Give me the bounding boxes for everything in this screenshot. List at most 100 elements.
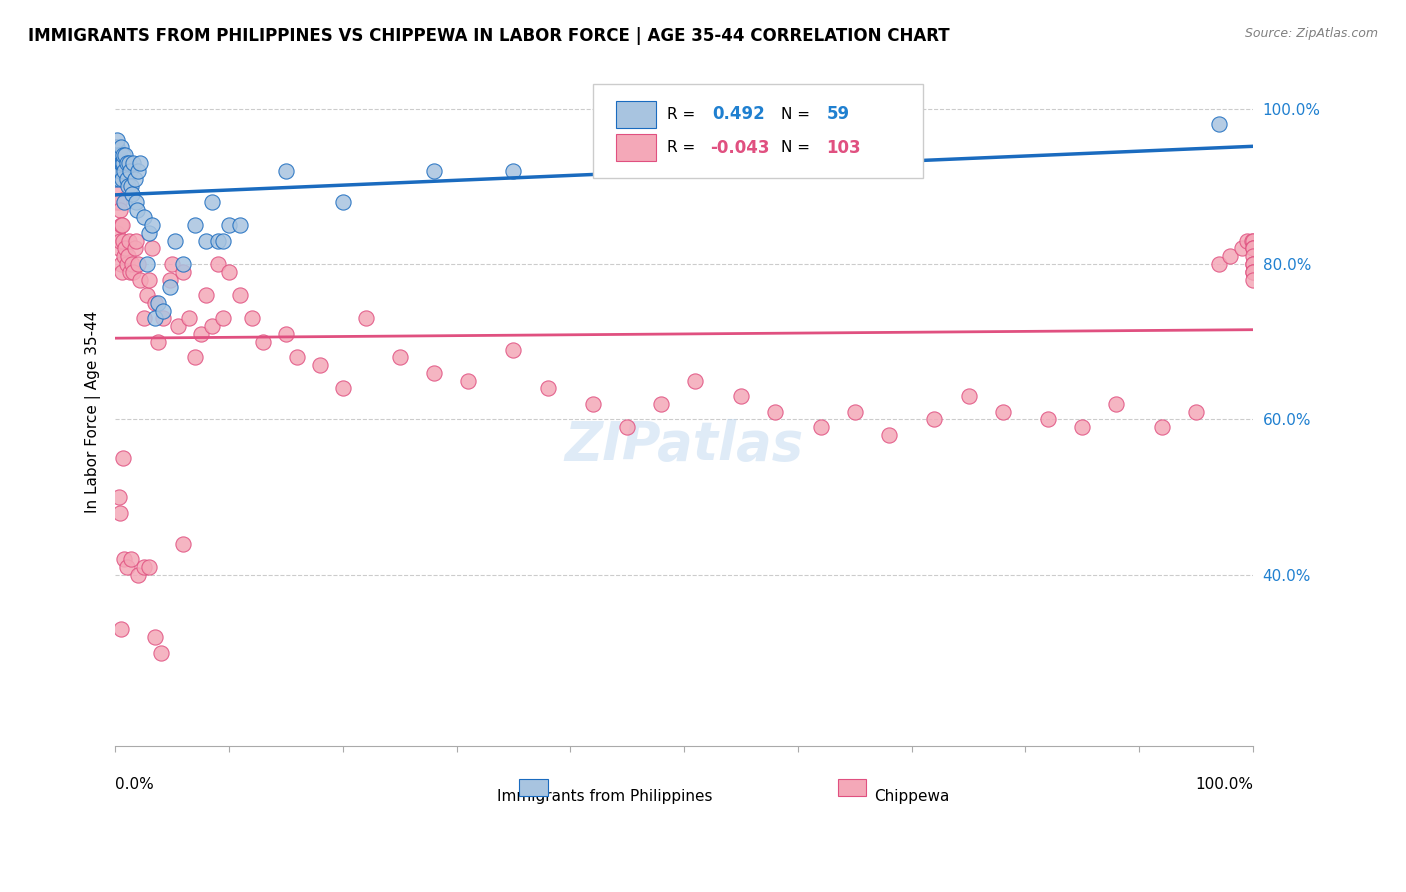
Point — [132, 560, 155, 574]
Point — [118, 156, 141, 170]
Text: 0.492: 0.492 — [713, 105, 765, 123]
Point — [152, 303, 174, 318]
Text: IMMIGRANTS FROM PHILIPPINES VS CHIPPEWA IN LABOR FORCE | AGE 35-44 CORRELATION C: IMMIGRANTS FROM PHILIPPINES VS CHIPPEWA … — [28, 27, 949, 45]
Point — [957, 389, 980, 403]
Point — [125, 202, 148, 217]
Text: N =: N = — [780, 107, 814, 121]
Point — [179, 311, 201, 326]
Point — [105, 163, 128, 178]
Point — [1071, 420, 1094, 434]
Point — [118, 234, 141, 248]
Point — [148, 334, 170, 349]
Point — [502, 343, 524, 357]
Point — [172, 265, 194, 279]
Point — [201, 194, 224, 209]
Point — [112, 156, 135, 170]
Point — [159, 280, 181, 294]
Point — [111, 218, 134, 232]
Point — [107, 156, 129, 170]
FancyBboxPatch shape — [519, 780, 547, 797]
Point — [924, 412, 946, 426]
Text: 0.0%: 0.0% — [115, 778, 153, 792]
Point — [207, 257, 229, 271]
Point — [124, 194, 146, 209]
Point — [1241, 257, 1264, 271]
Point — [212, 311, 235, 326]
Point — [108, 156, 131, 170]
Point — [105, 156, 128, 170]
Point — [1185, 405, 1208, 419]
Point — [536, 381, 558, 395]
Point — [118, 265, 141, 279]
Point — [423, 366, 446, 380]
Point — [274, 326, 297, 341]
Point — [129, 272, 152, 286]
Point — [1150, 420, 1173, 434]
Point — [112, 249, 135, 263]
Point — [136, 257, 159, 271]
Point — [252, 334, 274, 349]
Text: Immigrants from Philippines: Immigrants from Philippines — [496, 789, 713, 805]
Point — [110, 218, 132, 232]
Point — [136, 288, 159, 302]
Point — [105, 194, 128, 209]
Point — [127, 163, 149, 178]
FancyBboxPatch shape — [616, 101, 655, 128]
Point — [115, 156, 138, 170]
Point — [1236, 234, 1258, 248]
Point — [502, 163, 524, 178]
Point — [240, 311, 263, 326]
Point — [117, 179, 139, 194]
Point — [354, 311, 377, 326]
Point — [111, 171, 134, 186]
Text: ZIPatlas: ZIPatlas — [565, 419, 804, 471]
Point — [143, 311, 166, 326]
Point — [229, 218, 252, 232]
Point — [143, 296, 166, 310]
Point — [212, 234, 235, 248]
Point — [810, 125, 832, 139]
Point — [111, 156, 134, 170]
Point — [110, 163, 132, 178]
Point — [218, 265, 240, 279]
Point — [190, 326, 212, 341]
Point — [107, 490, 129, 504]
Point — [730, 389, 752, 403]
Point — [810, 420, 832, 434]
Point — [104, 171, 127, 186]
Text: R =: R = — [666, 107, 700, 121]
Point — [1241, 234, 1264, 248]
Point — [120, 179, 142, 194]
Point — [112, 552, 135, 566]
Point — [127, 568, 149, 582]
Point — [124, 171, 146, 186]
Point — [107, 179, 129, 194]
Point — [457, 374, 479, 388]
Point — [1241, 242, 1264, 256]
Point — [108, 234, 131, 248]
Point — [309, 358, 332, 372]
Point — [991, 405, 1014, 419]
Point — [107, 140, 129, 154]
Point — [104, 140, 127, 154]
Point — [124, 242, 146, 256]
Point — [166, 319, 188, 334]
Point — [120, 552, 142, 566]
Point — [111, 265, 134, 279]
Point — [138, 272, 160, 286]
Point — [763, 405, 786, 419]
Point — [1241, 265, 1264, 279]
Point — [1241, 249, 1264, 263]
Point — [107, 242, 129, 256]
Text: -0.043: -0.043 — [710, 138, 769, 157]
Point — [108, 163, 131, 178]
Point — [184, 351, 207, 365]
Point — [423, 163, 446, 178]
Point — [388, 351, 411, 365]
Text: Chippewa: Chippewa — [875, 789, 949, 805]
Point — [195, 234, 218, 248]
Text: R =: R = — [666, 140, 700, 155]
Text: 100.0%: 100.0% — [1195, 778, 1253, 792]
Point — [112, 163, 135, 178]
Point — [138, 560, 160, 574]
